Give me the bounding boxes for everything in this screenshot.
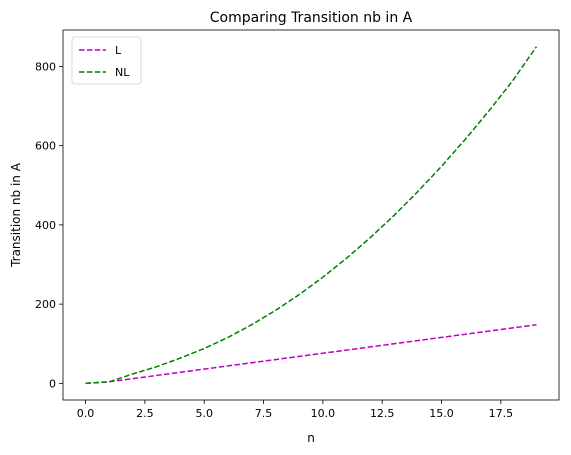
y-tick-label: 600 (35, 140, 56, 153)
x-tick-label: 0.0 (77, 407, 95, 420)
plot-area (85, 46, 538, 385)
axis-ticks: 0.0 2.5 5.0 7.5 10.0 12.5 15.0 17.5 0 200 400 600 80… (35, 60, 513, 420)
legend-label-l: L (115, 44, 122, 57)
x-tick-label: 17.5 (489, 407, 514, 420)
x-tick-label: 10.0 (311, 407, 336, 420)
x-tick-label: 5.0 (195, 407, 213, 420)
plot-frame (62, 29, 560, 401)
y-axis-label: Transition nb in A (9, 162, 23, 268)
y-tick-label: 0 (49, 377, 56, 390)
legend-label-nl: NL (115, 66, 130, 79)
series-line-l (85, 323, 537, 385)
y-tick-label: 200 (35, 298, 56, 311)
series-line-nl (85, 46, 538, 385)
chart-title: Comparing Transition nb in A (210, 10, 413, 26)
y-tick-label: 400 (35, 219, 56, 232)
x-tick-label: 7.5 (255, 407, 273, 420)
legend: L NL (71, 36, 142, 85)
legend-box (71, 36, 142, 85)
y-tick-label: 800 (35, 60, 56, 73)
x-tick-label: 15.0 (429, 407, 454, 420)
x-tick-label: 12.5 (370, 407, 395, 420)
x-tick-label: 2.5 (136, 407, 154, 420)
x-axis-label: n (307, 431, 315, 445)
